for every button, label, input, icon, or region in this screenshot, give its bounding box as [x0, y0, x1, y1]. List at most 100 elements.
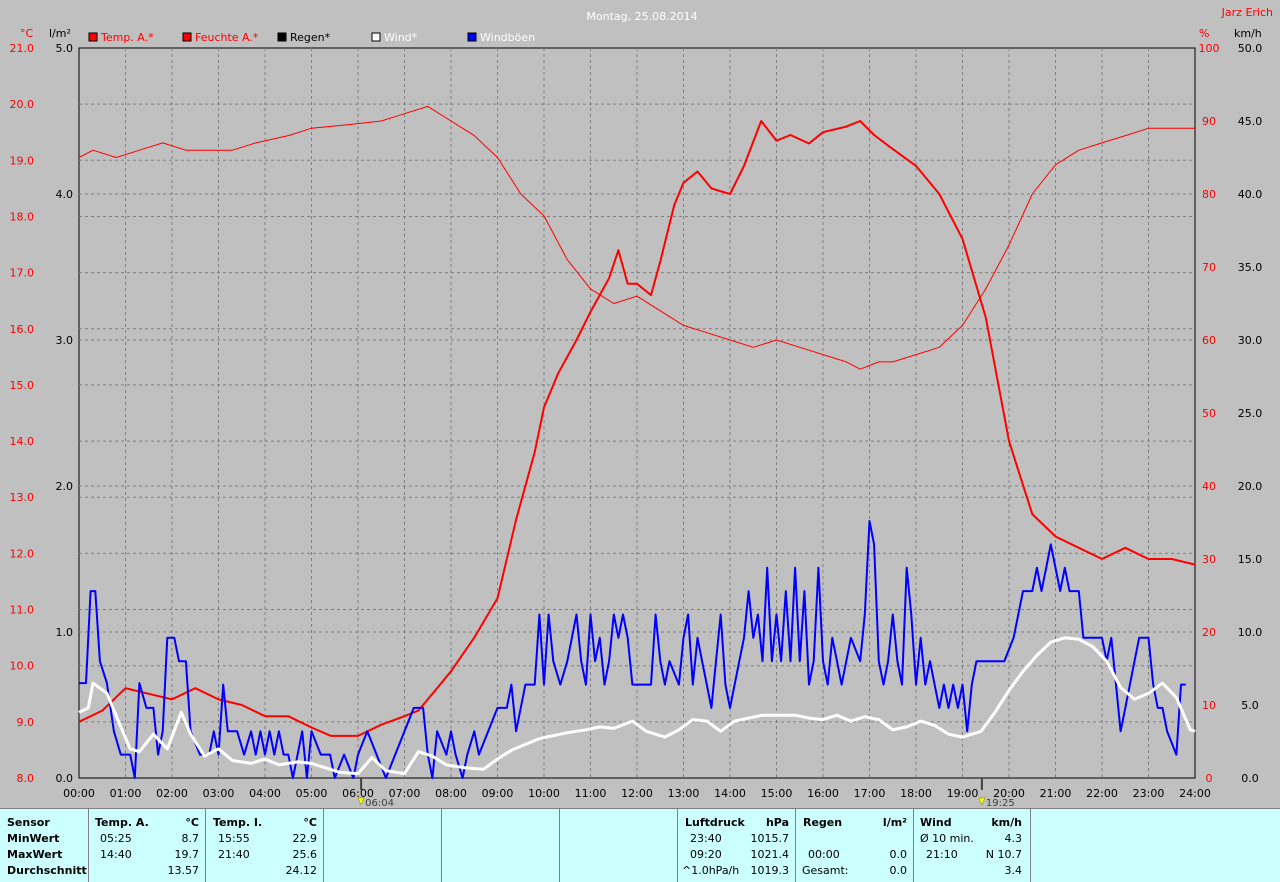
wind-tick-label: 50.0 — [1238, 42, 1263, 55]
pressure-trend: ^1.0hPa/h — [682, 864, 740, 877]
pressure-max-time: 09:20 — [690, 848, 722, 861]
stats-row-label-sensor: Sensor — [7, 816, 50, 829]
humidity-tick-label: 50 — [1202, 407, 1216, 420]
temp-tick-label: 12.0 — [10, 547, 35, 560]
stats-row-label-avg: Durchschnitt — [7, 864, 87, 877]
temp-a-min-value: 8.7 — [181, 832, 200, 845]
stats-empty-column-2 — [442, 809, 560, 882]
x-tick-label: 13:00 — [668, 787, 700, 800]
wind-tick-label: 35.0 — [1238, 261, 1263, 274]
time-axis: 00:00 01:00 02:00 03:00 04:00 05:00 06:00 07:00… — [63, 787, 1211, 800]
series-layer — [78, 105, 1196, 779]
rain-total-value: 0.0 — [889, 864, 908, 877]
rain-max-value: 0.0 — [889, 848, 908, 861]
wind-tick-label: 5.0 — [1241, 699, 1259, 712]
temp-a-average: 13.57 — [167, 864, 200, 877]
wind-tick-label: 25.0 — [1238, 407, 1263, 420]
humidity-tick-label: 100 — [1199, 42, 1220, 55]
rain-tick-label: 0.0 — [56, 772, 74, 785]
wind-tick-label: 45.0 — [1238, 115, 1263, 128]
temp-a-title: Temp. A. — [95, 816, 149, 829]
temp-tick-label: 10.0 — [10, 660, 35, 673]
legend-item-temp-a: Temp. A.* — [88, 31, 154, 44]
wind-axis-unit: km/h — [1234, 27, 1262, 40]
x-tick-label: 03:00 — [203, 787, 235, 800]
temp-tick-label: 21.0 — [10, 42, 35, 55]
rain-tick-label: 1.0 — [56, 626, 74, 639]
x-tick-label: 05:00 — [296, 787, 328, 800]
temp-i-max-time: 21:40 — [218, 848, 250, 861]
temp-tick-label: 19.0 — [10, 154, 35, 167]
wind-max-time: 21:10 — [926, 848, 958, 861]
humidity-axis: 0 10 20 30 40 50 60 70 80 90 100 — [1199, 42, 1220, 785]
temp-i-average: 24.12 — [285, 864, 318, 877]
x-tick-label: 14:00 — [714, 787, 746, 800]
x-tick-label: 20:00 — [993, 787, 1025, 800]
humidity-tick-label: 60 — [1202, 334, 1216, 347]
wind-tick-label: 0.0 — [1241, 772, 1259, 785]
legend-swatch — [182, 32, 192, 42]
stats-labels-column: Sensor MinWert MaxWert Durchschnitt — [0, 809, 89, 882]
rain-tick-label: 4.0 — [56, 188, 74, 201]
humidity-tick-label: 10 — [1202, 699, 1216, 712]
series-wind — [78, 636, 1196, 776]
legend-item-regen: Regen* — [277, 31, 331, 44]
legend-swatch — [371, 32, 381, 42]
rain-tick-label: 3.0 — [56, 334, 74, 347]
chart-title: Montag, 25.08.2014 — [586, 10, 697, 23]
series-windb-en — [79, 520, 1186, 779]
rain-tick-label: 5.0 — [56, 42, 74, 55]
temp-i-unit: °C — [303, 816, 317, 829]
x-tick-label: 16:00 — [807, 787, 839, 800]
humidity-tick-label: 80 — [1202, 188, 1216, 201]
temp-tick-label: 17.0 — [10, 267, 35, 280]
legend-swatch — [467, 32, 477, 42]
temp-tick-label: 8.0 — [17, 772, 35, 785]
x-tick-label: 06:00 — [342, 787, 374, 800]
legend-swatch — [88, 32, 98, 42]
temp-tick-label: 20.0 — [10, 98, 35, 111]
series-temp-a — [78, 120, 1196, 737]
x-tick-label: 01:00 — [110, 787, 142, 800]
x-tick-label: 12:00 — [621, 787, 653, 800]
temp-a-min-time: 05:25 — [100, 832, 132, 845]
humidity-tick-label: 30 — [1202, 553, 1216, 566]
rain-max-time: 00:00 — [808, 848, 840, 861]
x-tick-label: 00:00 — [63, 787, 95, 800]
stats-temp-i-column: Temp. I. °C 15:55 22.9 21:40 25.6 24.12 — [206, 809, 324, 882]
temp-tick-label: 18.0 — [10, 210, 35, 223]
time-markers: 06:04 19:25 — [357, 778, 1015, 808]
temp-i-min-value: 22.9 — [292, 832, 318, 845]
legend-label: Temp. A.* — [100, 31, 154, 44]
time-marker-arrow — [357, 797, 365, 806]
x-tick-label: 22:00 — [1086, 787, 1118, 800]
wind-unit: km/h — [991, 816, 1022, 829]
stats-row-label-max: MaxWert — [7, 848, 63, 861]
humidity-axis-unit: % — [1199, 27, 1209, 40]
stats-panel: Sensor MinWert MaxWert Durchschnitt Temp… — [0, 808, 1280, 882]
humidity-tick-label: 90 — [1202, 115, 1216, 128]
pressure-average: 1019.3 — [750, 864, 790, 877]
legend-label: Feuchte A.* — [195, 31, 259, 44]
stats-rain-column: Regen l/m² 00:00 0.0 Gesamt: 0.0 — [796, 809, 914, 882]
temp-axis-unit: °C — [20, 27, 34, 40]
rain-axis-unit: l/m² — [49, 27, 71, 40]
rain-axis: 0.0 1.0 2.0 3.0 4.0 5.0 — [56, 42, 74, 785]
humidity-tick-label: 40 — [1202, 480, 1216, 493]
pressure-unit: hPa — [765, 816, 789, 829]
temp-i-max-value: 25.6 — [292, 848, 318, 861]
legend: Temp. A.* Feuchte A.* Regen* Wind* Windböen — [88, 31, 535, 44]
grid — [79, 48, 1195, 778]
x-tick-label: 19:00 — [947, 787, 979, 800]
x-tick-label: 24:00 — [1179, 787, 1211, 800]
stats-empty-column-3 — [560, 809, 678, 882]
wind-avg-label: Ø 10 min. — [920, 832, 974, 845]
temp-axis: 8.0 9.0 10.0 11.0 12.0 13.0 14.0 15.0 16.0 17.0 18… — [10, 42, 35, 785]
temp-tick-label: 9.0 — [17, 716, 35, 729]
x-tick-label: 08:00 — [435, 787, 467, 800]
pressure-min-value: 1015.7 — [750, 832, 790, 845]
pressure-title: Luftdruck — [685, 816, 745, 829]
x-tick-label: 04:00 — [249, 787, 281, 800]
x-tick-label: 09:00 — [482, 787, 514, 800]
humidity-tick-label: 20 — [1202, 626, 1216, 639]
